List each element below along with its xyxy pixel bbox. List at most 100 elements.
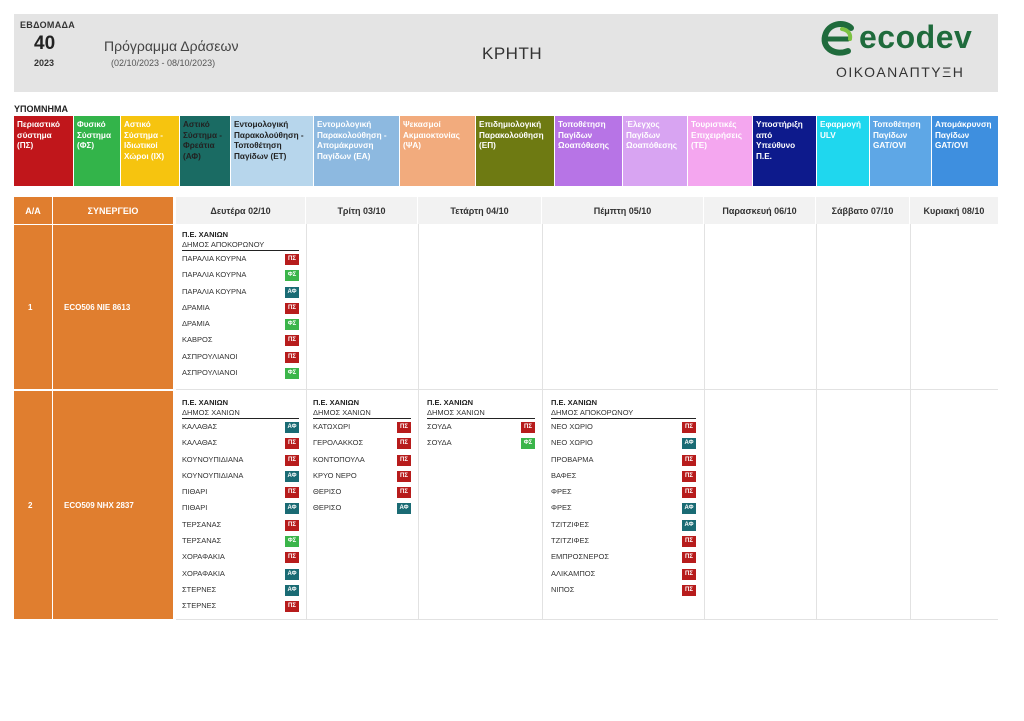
location-name: ΘΕΡΙΣΟ [313, 487, 342, 497]
location-item: ΧΟΡΑΦΑΚΙΑ ΑΦ [182, 566, 299, 582]
column-header-monday: Δευτέρα 02/10 [176, 197, 306, 224]
column-divider [910, 224, 911, 620]
activity-tag-badge: ΠΣ [682, 552, 696, 564]
location-name: ΤΖΙΤΖΙΦΕΣ [551, 519, 590, 529]
location-name: ΣΤΕΡΝΕΣ [182, 584, 217, 594]
activity-tag-badge: ΠΣ [285, 601, 299, 613]
location-name: ΚΟΝΤΟΠΟΥΛΑ [313, 454, 365, 464]
location-name: ΚΟΥΝΟΥΠΙΔΙΑΝΑ [182, 454, 244, 464]
logo-subtitle: ΟΙΚΟΑΝΑΠΤΥΞΗ [836, 64, 965, 80]
activity-tag-badge: ΠΣ [285, 552, 299, 564]
activity-tag-badge: ΠΣ [682, 487, 696, 499]
location-item: ΝΕΟ ΧΩΡΙΟ ΑΦ [551, 435, 696, 451]
activity-tag-badge: ΠΣ [397, 454, 411, 466]
legend-item-gat-place: Τοποθέτηση Παγίδων GAT/OVI [870, 116, 931, 186]
location-name: ΝΙΠΟΣ [551, 584, 575, 594]
column-header-friday: Παρασκευή 06/10 [704, 197, 816, 224]
legend-title: ΥΠΟΜΝΗΜΑ [14, 104, 68, 114]
activity-tag-badge: ΠΣ [285, 438, 299, 450]
location-item: ΑΛΙΚΑΜΠΟΣ ΠΣ [551, 566, 696, 582]
legend-item-af: Αστικό Σύστημα - Φρεάτια (ΑΦ) [180, 116, 230, 186]
legend-item-ep: Επιδημιολογική Παρακολούθηση (ΕΠ) [476, 116, 554, 186]
location-item: ΣΤΕΡΝΕΣ ΑΦ [182, 582, 299, 598]
location-item: ΚΟΥΝΟΥΠΙΔΙΑΝΑ ΑΦ [182, 468, 299, 484]
row-divider [176, 389, 998, 390]
column-divider [306, 224, 307, 620]
location-item: ΓΕΡΟΛΑΚΚΟΣ ΠΣ [313, 435, 411, 451]
location-item: ΦΡΕΣ ΑΦ [551, 500, 696, 516]
legend-item-ulv: Εφαρμογή ULV [817, 116, 869, 186]
activity-tag-badge: ΠΣ [285, 519, 299, 531]
location-item: ΚΑΤΩΧΩΡΙ ΠΣ [313, 419, 411, 435]
location-name: ΑΣΠΡΟΥΛΙΑΝΟΙ [182, 368, 238, 378]
regional-unit-label: Π.Ε. ΧΑΝΙΩΝ [313, 398, 360, 407]
row-number: 1 [14, 225, 52, 389]
column-header-wednesday: Τετάρτη 04/10 [418, 197, 542, 224]
activity-tag-badge: ΠΣ [285, 254, 299, 265]
activity-tag-badge: ΦΣ [285, 536, 299, 548]
activity-tag-badge: ΠΣ [285, 487, 299, 499]
activity-tag-badge: ΠΣ [521, 422, 535, 433]
activity-tag-badge: ΑΦ [285, 584, 299, 596]
location-name: ΦΡΕΣ [551, 487, 572, 497]
activity-tag-badge: ΑΦ [682, 438, 696, 450]
location-name: ΚΑΛΑΘΑΣ [182, 422, 218, 431]
activity-tag-badge: ΑΦ [682, 519, 696, 531]
location-item: ΝΙΠΟΣ ΠΣ [551, 582, 696, 598]
day-block: Π.Ε. ΧΑΝΙΩΝ ΔΗΜΟΣ ΧΑΝΙΩΝ ΚΑΤΩΧΩΡΙ ΠΣ ΓΕΡΟΛΑΚ… [313, 398, 411, 517]
municipality-label: ΔΗΜΟΣ ΧΑΝΙΩΝ [182, 408, 299, 419]
location-item: ΕΜΠΡΟΣΝΕΡΟΣ ΠΣ [551, 549, 696, 565]
location-name: ΕΜΠΡΟΣΝΕΡΟΣ [551, 552, 610, 562]
legend-item-psa: Ψεκασμοί Ακμαιοκτονίας (ΨΑ) [400, 116, 475, 186]
activity-tag-badge: ΑΦ [397, 503, 411, 515]
legend-item-fs: Φυσικό Σύστημα (ΦΣ) [74, 116, 120, 186]
column-divider [542, 224, 543, 620]
location-name: ΚΡΥΟ ΝΕΡΟ [313, 470, 357, 480]
location-item: ΤΖΙΤΖΙΦΕΣ ΑΦ [551, 517, 696, 533]
activity-tag-badge: ΠΣ [682, 454, 696, 466]
activity-tag-badge: ΠΣ [682, 584, 696, 596]
municipality-label: ΔΗΜΟΣ ΑΠΟΚΟΡΩΝΟΥ [551, 408, 696, 419]
activity-tag-badge: ΠΣ [397, 422, 411, 433]
location-name: ΝΕΟ ΧΩΡΙΟ [551, 422, 593, 431]
column-divider [418, 224, 419, 620]
location-name: ΠΙΘΑΡΙ [182, 487, 208, 497]
legend-item-ix: Αστικό Σύστημα - Ιδιωτικοί Χώροι (ΙΧ) [121, 116, 179, 186]
location-name: ΚΑΛΑΘΑΣ [182, 438, 218, 448]
location-name: ΤΕΡΣΑΝΑΣ [182, 519, 222, 529]
location-name: ΣΟΥΔΑ [427, 438, 452, 448]
column-header-saturday: Σάββατο 07/10 [816, 197, 910, 224]
location-name: ΠΙΘΑΡΙ [182, 503, 208, 513]
location-item: ΑΣΠΡΟΥΛΙΑΝΟΙ ΦΣ [182, 365, 299, 381]
location-name: ΣΟΥΔΑ [427, 422, 452, 431]
week-number: 40 [34, 33, 56, 54]
activity-tag-badge: ΠΣ [397, 487, 411, 499]
location-item: ΒΑΦΕΣ ΠΣ [551, 468, 696, 484]
activity-tag-badge: ΦΣ [285, 368, 299, 380]
column-header-aa: Α/Α [14, 197, 52, 224]
location-name: ΧΟΡΑΦΑΚΙΑ [182, 552, 225, 562]
municipality-label: ΔΗΜΟΣ ΑΠΟΚΟΡΩΝΟΥ [182, 240, 299, 251]
column-header-sunday: Κυριακή 08/10 [910, 197, 998, 224]
activity-tag-badge: ΦΣ [285, 270, 299, 282]
row-number: 2 [14, 391, 52, 619]
row-divider [176, 619, 998, 620]
day-block: Π.Ε. ΧΑΝΙΩΝ ΔΗΜΟΣ ΧΑΝΙΩΝ ΣΟΥΔΑ ΠΣ ΣΟΥΔΑ ΦΣ [427, 398, 535, 452]
activity-tag-badge: ΑΦ [285, 422, 299, 433]
location-name: ΤΕΡΣΑΝΑΣ [182, 536, 222, 546]
location-name: ΧΟΡΑΦΑΚΙΑ [182, 568, 225, 578]
location-item: ΚΟΥΝΟΥΠΙΔΙΑΝΑ ΠΣ [182, 452, 299, 468]
location-item: ΠΑΡΑΛΙΑ ΚΟΥΡΝΑ ΑΦ [182, 284, 299, 300]
legend-item-ps: Περιαστικό σύστημα (ΠΣ) [14, 116, 73, 186]
location-item: ΣΟΥΔΑ ΦΣ [427, 435, 535, 451]
legend-item-trap-place: Τοποθέτηση Παγίδων Ωοαπόθεσης [555, 116, 622, 186]
location-item: ΠΡΟΒΑΡΜΑ ΠΣ [551, 452, 696, 468]
activity-tag-badge: ΑΦ [285, 286, 299, 298]
legend-item-et: Εντομολογική Παρακολούθηση - Τοποθέτηση … [231, 116, 313, 186]
location-item: ΣΟΥΔΑ ΠΣ [427, 419, 535, 435]
location-name: ΣΤΕΡΝΕΣ [182, 601, 217, 611]
legend-item-trap-check: Έλεγχος Παγίδων Ωοαπόθεσης [623, 116, 687, 186]
location-name: ΚΑΒΡΟΣ [182, 335, 213, 345]
regional-unit-label: Π.Ε. ΧΑΝΙΩΝ [427, 398, 474, 407]
activity-tag-badge: ΠΣ [285, 454, 299, 466]
